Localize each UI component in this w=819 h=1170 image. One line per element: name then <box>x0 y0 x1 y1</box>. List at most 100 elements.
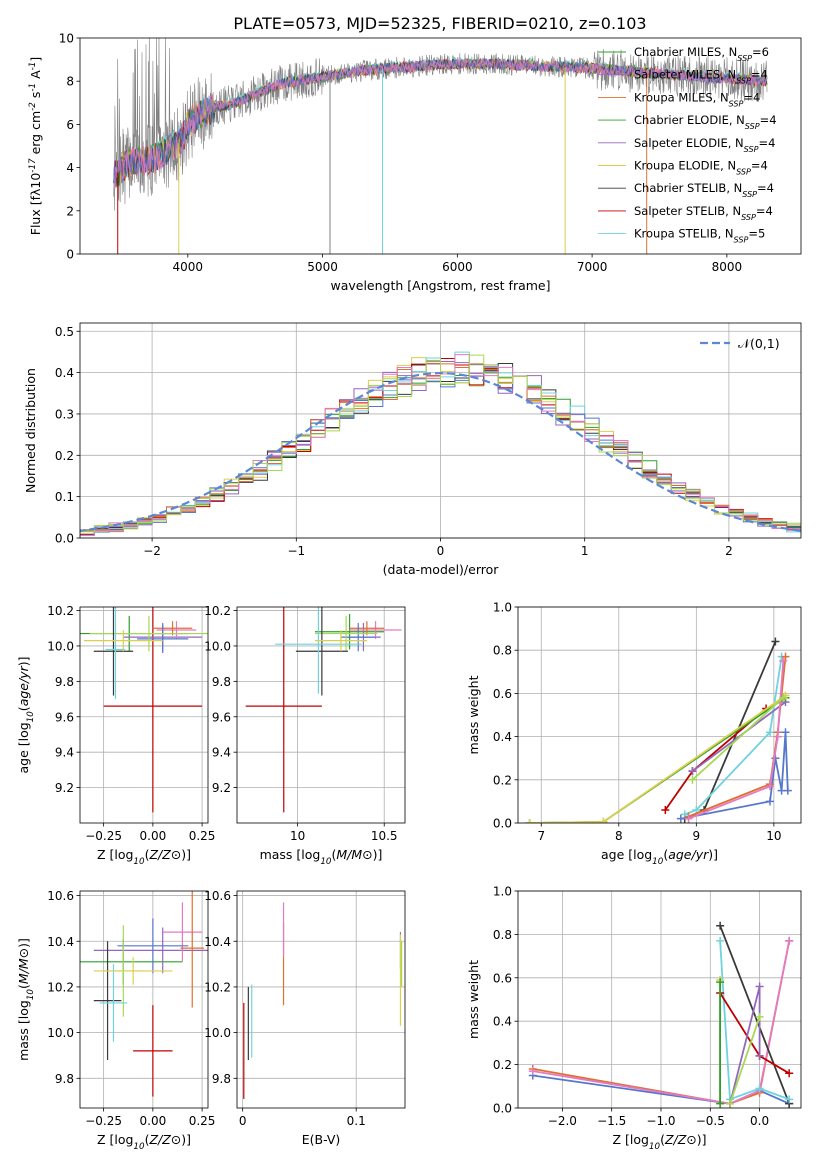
axes-frame <box>517 606 802 824</box>
weight-marker <box>765 782 774 791</box>
plot-area-spectrum <box>113 38 768 254</box>
y-axis-label: mass weight <box>466 675 481 754</box>
x-tick-label: −1 <box>287 544 305 558</box>
x-tick-label: −1.0 <box>646 1114 675 1128</box>
y-tick-label: 0.8 <box>493 644 512 658</box>
y-tick-label: 9.4 <box>55 746 74 760</box>
y-tick-label: 9.8 <box>55 1072 74 1086</box>
weight-marker <box>765 797 774 806</box>
x-tick-label: 8000 <box>712 260 743 274</box>
errorbar-point <box>93 607 134 696</box>
legend-label: Salpeter STELIB, NSSP=4 <box>634 204 773 222</box>
y-axis-label: Flux [fλ10-17 erg cm-2 s-1 A-1] <box>28 57 43 236</box>
errorbar-point <box>83 630 163 652</box>
y-tick-label: 10.0 <box>47 1026 74 1040</box>
errorbar-point <box>314 630 367 652</box>
weight-marker <box>755 982 764 991</box>
errorbar-point <box>117 918 189 974</box>
axes-weight-vs-age: 7 8 9 10 0.0 0.2 0.4 0.6 0.8 1.0 age [log10(age/yr… <box>466 601 802 867</box>
legend-label: Salpeter MILES, NSSP=4 <box>634 68 768 86</box>
x-axis-label: age [log10(age/yr)] <box>601 847 718 867</box>
weight-line <box>529 696 787 823</box>
weight-marker <box>525 819 534 823</box>
legend-label: 𝒩(0,1) <box>738 336 780 351</box>
weight-line <box>680 732 789 820</box>
weight-line <box>688 660 785 820</box>
x-tick-label: −0.5 <box>696 1114 725 1128</box>
plot-area-weight-vs-Z <box>528 921 794 1108</box>
spectrum-model-line <box>113 57 768 189</box>
weight-marker <box>779 693 788 702</box>
x-tick-label: 0.00 <box>140 829 167 843</box>
errorbar-point <box>314 615 378 652</box>
weight-series <box>726 1012 764 1108</box>
legend-label: Chabrier STELIB, NSSP=4 <box>634 181 774 199</box>
legend-label: Salpeter ELODIE, NSSP=4 <box>634 136 775 154</box>
weight-line <box>719 940 790 1101</box>
y-tick-label: 6 <box>66 118 74 132</box>
y-tick-label: 10.4 <box>204 935 231 949</box>
weight-marker <box>716 978 725 987</box>
x-tick-label: −0.25 <box>85 829 122 843</box>
weight-marker <box>781 652 790 661</box>
x-tick-label: 0 <box>239 1114 247 1128</box>
x-tick-label: 8 <box>615 829 623 843</box>
weight-line <box>719 925 791 1105</box>
weight-line <box>684 656 783 816</box>
weight-marker <box>716 936 725 945</box>
weight-series <box>680 637 780 823</box>
weight-marker <box>785 1095 794 1104</box>
weight-marker <box>676 814 685 823</box>
x-axis-label: (data-model)/error <box>383 562 500 577</box>
x-axis-label: Z [log10(Z/Z⊙)] <box>612 1132 706 1152</box>
y-tick-label: 9.6 <box>55 710 74 724</box>
axes-frame <box>236 606 406 824</box>
x-tick-label: 2 <box>725 544 733 558</box>
weight-marker <box>781 728 790 737</box>
y-tick-label: 0.0 <box>55 532 74 546</box>
weight-marker <box>755 1012 764 1021</box>
y-tick-label: 10.0 <box>204 1026 231 1040</box>
weight-marker <box>661 806 670 815</box>
y-tick-label: 4 <box>66 161 74 175</box>
errorbar-point <box>103 607 203 813</box>
errorbar-point <box>349 621 402 639</box>
y-tick-label: 10.4 <box>47 935 74 949</box>
y-tick-label: 0.6 <box>493 687 512 701</box>
weight-marker <box>765 728 774 737</box>
x-tick-label: 7 <box>537 829 545 843</box>
weight-marker <box>684 814 693 823</box>
y-tick-label: 9.2 <box>55 781 74 795</box>
y-axis-label: mass [log10(M/M⊙)] <box>16 938 36 1061</box>
y-tick-label: 0.4 <box>493 730 512 744</box>
weight-line <box>729 986 761 1104</box>
x-tick-label: 6000 <box>442 260 473 274</box>
y-tick-label: 10.0 <box>47 639 74 653</box>
weight-marker <box>785 1069 794 1078</box>
y-tick-label: 9.2 <box>212 781 231 795</box>
y-tick-label: 10.2 <box>204 980 231 994</box>
y-tick-label: 0.1 <box>55 490 74 504</box>
weight-line <box>529 694 787 823</box>
y-tick-label: 10.6 <box>204 889 231 903</box>
axes-frame <box>236 890 406 1109</box>
x-tick-label: 10.5 <box>371 829 398 843</box>
x-tick-label: −2 <box>143 544 161 558</box>
x-tick-label: 0 <box>437 544 445 558</box>
y-tick-label: 10.2 <box>204 604 231 618</box>
spectrum-model-line <box>113 58 768 188</box>
weight-series <box>716 936 794 1104</box>
y-tick-label: 0.0 <box>493 1102 512 1116</box>
y-tick-label: 9.6 <box>212 710 231 724</box>
weight-series <box>525 693 790 823</box>
axes-mass-vs-ebv: 0 0.1 9.8 10.0 10.2 10.4 10.6 E(B-V) <box>204 889 406 1147</box>
y-tick-label: 1.0 <box>493 601 512 615</box>
weight-marker <box>716 1099 725 1108</box>
plot-area-mass-vs-ebv <box>243 902 403 1099</box>
errorbar-point <box>133 1005 173 1097</box>
plot-area-age-vs-Z <box>80 607 208 813</box>
errorbar-point <box>93 957 173 985</box>
x-tick-label: 4000 <box>173 260 204 274</box>
x-tick-label: −1.5 <box>597 1114 626 1128</box>
weight-marker <box>783 786 792 795</box>
